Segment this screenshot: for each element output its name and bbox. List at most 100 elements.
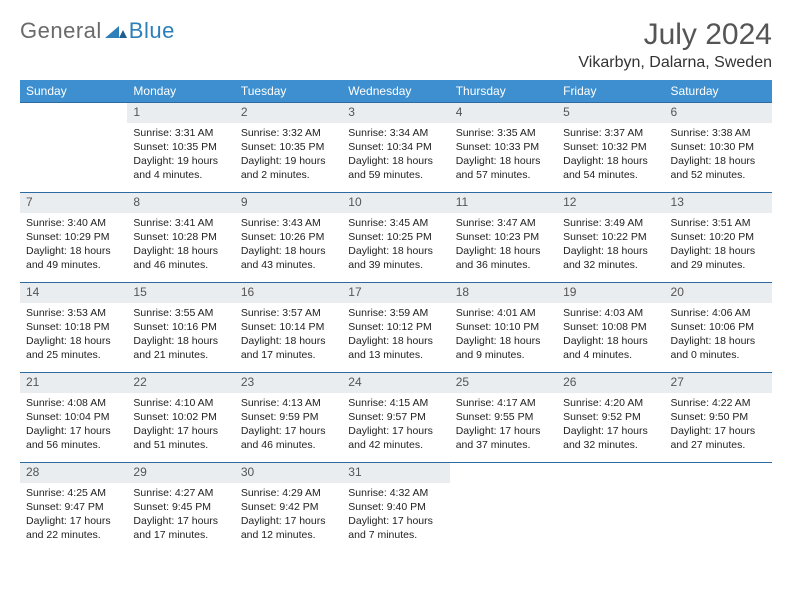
sunset-text: Sunset: 10:23 PM bbox=[456, 230, 551, 244]
daylight-text: Daylight: 18 hours and 49 minutes. bbox=[26, 244, 121, 272]
sunset-text: Sunset: 10:08 PM bbox=[563, 320, 658, 334]
daylight-text: Daylight: 19 hours and 4 minutes. bbox=[133, 154, 228, 182]
calendar-day-cell: 17Sunrise: 3:59 AMSunset: 10:12 PMDaylig… bbox=[342, 283, 449, 373]
day-number: 16 bbox=[235, 283, 342, 303]
sunrise-text: Sunrise: 3:37 AM bbox=[563, 126, 658, 140]
brand-general: General bbox=[20, 18, 102, 44]
calendar-day-cell: 30Sunrise: 4:29 AMSunset: 9:42 PMDayligh… bbox=[235, 463, 342, 553]
day-number: 5 bbox=[557, 103, 664, 123]
day-number: 29 bbox=[127, 463, 234, 483]
sunrise-text: Sunrise: 4:32 AM bbox=[348, 486, 443, 500]
day-number: 10 bbox=[342, 193, 449, 213]
day-number: 9 bbox=[235, 193, 342, 213]
calendar-day-cell: 1Sunrise: 3:31 AMSunset: 10:35 PMDayligh… bbox=[127, 103, 234, 193]
daylight-text: Daylight: 18 hours and 54 minutes. bbox=[563, 154, 658, 182]
sunrise-text: Sunrise: 4:08 AM bbox=[26, 396, 121, 410]
daylight-text: Daylight: 17 hours and 46 minutes. bbox=[241, 424, 336, 452]
sunrise-text: Sunrise: 3:55 AM bbox=[133, 306, 228, 320]
sunset-text: Sunset: 10:10 PM bbox=[456, 320, 551, 334]
sunset-text: Sunset: 9:59 PM bbox=[241, 410, 336, 424]
daylight-text: Daylight: 17 hours and 56 minutes. bbox=[26, 424, 121, 452]
day-data: Sunrise: 3:49 AMSunset: 10:22 PMDaylight… bbox=[557, 213, 664, 279]
sunrise-text: Sunrise: 3:32 AM bbox=[241, 126, 336, 140]
header: General Blue July 2024 Vikarbyn, Dalarna… bbox=[20, 18, 772, 72]
day-data: Sunrise: 4:17 AMSunset: 9:55 PMDaylight:… bbox=[450, 393, 557, 459]
daylight-text: Daylight: 17 hours and 27 minutes. bbox=[671, 424, 766, 452]
day-data: Sunrise: 4:08 AMSunset: 10:04 PMDaylight… bbox=[20, 393, 127, 459]
calendar-week-row: 7Sunrise: 3:40 AMSunset: 10:29 PMDayligh… bbox=[20, 193, 772, 283]
logo: General Blue bbox=[20, 18, 175, 44]
daylight-text: Daylight: 17 hours and 37 minutes. bbox=[456, 424, 551, 452]
calendar-day-cell: 22Sunrise: 4:10 AMSunset: 10:02 PMDaylig… bbox=[127, 373, 234, 463]
day-number: 14 bbox=[20, 283, 127, 303]
sunrise-text: Sunrise: 3:57 AM bbox=[241, 306, 336, 320]
weekday-header: Thursday bbox=[450, 80, 557, 103]
calendar-week-row: 21Sunrise: 4:08 AMSunset: 10:04 PMDaylig… bbox=[20, 373, 772, 463]
daylight-text: Daylight: 18 hours and 32 minutes. bbox=[563, 244, 658, 272]
daylight-text: Daylight: 18 hours and 57 minutes. bbox=[456, 154, 551, 182]
sunset-text: Sunset: 9:42 PM bbox=[241, 500, 336, 514]
sunrise-text: Sunrise: 3:51 AM bbox=[671, 216, 766, 230]
daylight-text: Daylight: 18 hours and 39 minutes. bbox=[348, 244, 443, 272]
day-data: Sunrise: 3:55 AMSunset: 10:16 PMDaylight… bbox=[127, 303, 234, 369]
day-data: Sunrise: 4:03 AMSunset: 10:08 PMDaylight… bbox=[557, 303, 664, 369]
sunset-text: Sunset: 9:45 PM bbox=[133, 500, 228, 514]
sunset-text: Sunset: 10:29 PM bbox=[26, 230, 121, 244]
calendar-day-cell: 3Sunrise: 3:34 AMSunset: 10:34 PMDayligh… bbox=[342, 103, 449, 193]
day-number: 22 bbox=[127, 373, 234, 393]
daylight-text: Daylight: 18 hours and 36 minutes. bbox=[456, 244, 551, 272]
day-number: 1 bbox=[127, 103, 234, 123]
sunset-text: Sunset: 10:25 PM bbox=[348, 230, 443, 244]
sunset-text: Sunset: 10:04 PM bbox=[26, 410, 121, 424]
sunrise-text: Sunrise: 4:15 AM bbox=[348, 396, 443, 410]
day-number: 19 bbox=[557, 283, 664, 303]
day-number: 6 bbox=[665, 103, 772, 123]
calendar-day-cell: 2Sunrise: 3:32 AMSunset: 10:35 PMDayligh… bbox=[235, 103, 342, 193]
sunrise-text: Sunrise: 3:43 AM bbox=[241, 216, 336, 230]
calendar-day-cell: 7Sunrise: 3:40 AMSunset: 10:29 PMDayligh… bbox=[20, 193, 127, 283]
calendar-day-cell: 15Sunrise: 3:55 AMSunset: 10:16 PMDaylig… bbox=[127, 283, 234, 373]
sunset-text: Sunset: 10:20 PM bbox=[671, 230, 766, 244]
calendar-header-row: SundayMondayTuesdayWednesdayThursdayFrid… bbox=[20, 80, 772, 103]
sunrise-text: Sunrise: 4:29 AM bbox=[241, 486, 336, 500]
day-data: Sunrise: 3:41 AMSunset: 10:28 PMDaylight… bbox=[127, 213, 234, 279]
sunset-text: Sunset: 9:50 PM bbox=[671, 410, 766, 424]
day-number: 15 bbox=[127, 283, 234, 303]
brand-blue: Blue bbox=[129, 18, 175, 44]
day-data: Sunrise: 4:13 AMSunset: 9:59 PMDaylight:… bbox=[235, 393, 342, 459]
day-number: 30 bbox=[235, 463, 342, 483]
day-number: 21 bbox=[20, 373, 127, 393]
sunrise-text: Sunrise: 3:34 AM bbox=[348, 126, 443, 140]
day-number: 4 bbox=[450, 103, 557, 123]
calendar-day-cell: 26Sunrise: 4:20 AMSunset: 9:52 PMDayligh… bbox=[557, 373, 664, 463]
calendar-day-cell: 16Sunrise: 3:57 AMSunset: 10:14 PMDaylig… bbox=[235, 283, 342, 373]
day-data: Sunrise: 4:20 AMSunset: 9:52 PMDaylight:… bbox=[557, 393, 664, 459]
sunrise-text: Sunrise: 4:03 AM bbox=[563, 306, 658, 320]
calendar-day-cell: 18Sunrise: 4:01 AMSunset: 10:10 PMDaylig… bbox=[450, 283, 557, 373]
weekday-header: Saturday bbox=[665, 80, 772, 103]
day-number: 13 bbox=[665, 193, 772, 213]
calendar-day-cell: 9Sunrise: 3:43 AMSunset: 10:26 PMDayligh… bbox=[235, 193, 342, 283]
day-data: Sunrise: 4:06 AMSunset: 10:06 PMDaylight… bbox=[665, 303, 772, 369]
day-number: 20 bbox=[665, 283, 772, 303]
sunset-text: Sunset: 9:47 PM bbox=[26, 500, 121, 514]
sunset-text: Sunset: 10:35 PM bbox=[241, 140, 336, 154]
calendar-day-cell bbox=[450, 463, 557, 553]
weekday-header: Monday bbox=[127, 80, 234, 103]
day-data: Sunrise: 4:22 AMSunset: 9:50 PMDaylight:… bbox=[665, 393, 772, 459]
sunrise-text: Sunrise: 3:53 AM bbox=[26, 306, 121, 320]
day-data: Sunrise: 3:47 AMSunset: 10:23 PMDaylight… bbox=[450, 213, 557, 279]
calendar-day-cell: 23Sunrise: 4:13 AMSunset: 9:59 PMDayligh… bbox=[235, 373, 342, 463]
day-number: 11 bbox=[450, 193, 557, 213]
calendar-day-cell: 6Sunrise: 3:38 AMSunset: 10:30 PMDayligh… bbox=[665, 103, 772, 193]
sunset-text: Sunset: 10:02 PM bbox=[133, 410, 228, 424]
day-data: Sunrise: 4:32 AMSunset: 9:40 PMDaylight:… bbox=[342, 483, 449, 549]
day-number: 12 bbox=[557, 193, 664, 213]
calendar-day-cell: 29Sunrise: 4:27 AMSunset: 9:45 PMDayligh… bbox=[127, 463, 234, 553]
calendar-day-cell: 20Sunrise: 4:06 AMSunset: 10:06 PMDaylig… bbox=[665, 283, 772, 373]
sunset-text: Sunset: 10:06 PM bbox=[671, 320, 766, 334]
daylight-text: Daylight: 18 hours and 4 minutes. bbox=[563, 334, 658, 362]
day-data: Sunrise: 3:38 AMSunset: 10:30 PMDaylight… bbox=[665, 123, 772, 189]
day-number: 18 bbox=[450, 283, 557, 303]
daylight-text: Daylight: 18 hours and 59 minutes. bbox=[348, 154, 443, 182]
